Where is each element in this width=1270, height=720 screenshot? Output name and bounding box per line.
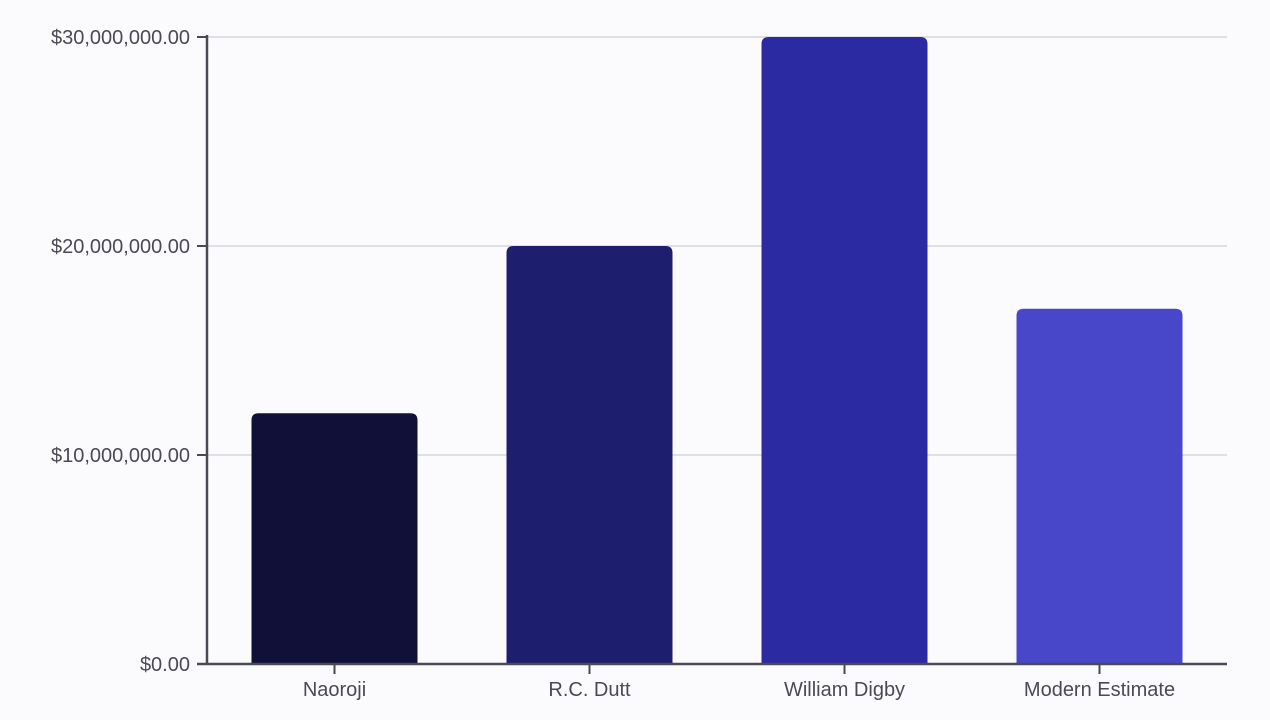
x-tick-label: Naoroji	[303, 679, 366, 701]
x-tick-label: Modern Estimate	[1024, 679, 1175, 701]
bar-naoroji[interactable]	[251, 413, 418, 664]
bars	[251, 37, 1183, 664]
y-tick-label: $20,000,000.00	[51, 236, 190, 258]
y-tick-label: $0.00	[140, 654, 190, 676]
y-tick-label: $30,000,000.00	[51, 27, 190, 49]
y-tick-label: $10,000,000.00	[51, 445, 190, 467]
bar-r-c-dutt[interactable]	[506, 246, 673, 664]
bar-modern-estimate[interactable]	[1016, 308, 1183, 664]
x-tick-label: William Digby	[784, 679, 905, 701]
x-tick-label: R.C. Dutt	[548, 679, 631, 701]
axes	[197, 35, 1227, 674]
tick-labels: $0.00 $10,000,000.00 $20,000,000.00 $30,000…	[51, 27, 1175, 701]
bar-william-digby[interactable]	[761, 37, 928, 664]
